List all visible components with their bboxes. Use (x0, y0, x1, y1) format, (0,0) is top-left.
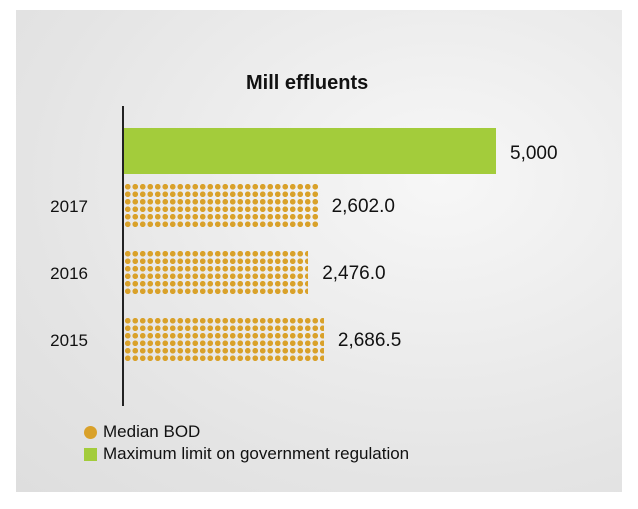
limit-bar (124, 128, 496, 174)
category-label: 2016 (50, 264, 88, 283)
median-bar (124, 183, 318, 228)
legend-item-median: Median BOD (84, 422, 200, 442)
legend-dot-swatch (84, 425, 97, 439)
legend-label-limit: Maximum limit on government regulation (103, 444, 410, 463)
category-label: 2015 (50, 331, 88, 350)
legend-label-median: Median BOD (103, 422, 201, 441)
limit-value-label: 5,000 (510, 143, 558, 164)
median-value-label: 2,686.5 (337, 330, 402, 351)
legend-item-limit: Maximum limit on government regulation (84, 444, 409, 464)
median-bar (124, 317, 324, 362)
median-bar (124, 250, 309, 295)
chart-title: Mill effluents (246, 72, 369, 94)
median-value-label: 2,476.0 (322, 263, 386, 284)
category-label: 2017 (50, 197, 88, 216)
median-value-label: 2,602.0 (331, 196, 395, 217)
y-axis-line (122, 106, 124, 406)
legend-square-swatch (84, 447, 97, 461)
chart-card: Mill effluents 5,000 2017 2,602.0 2016 2,47… (16, 10, 622, 492)
